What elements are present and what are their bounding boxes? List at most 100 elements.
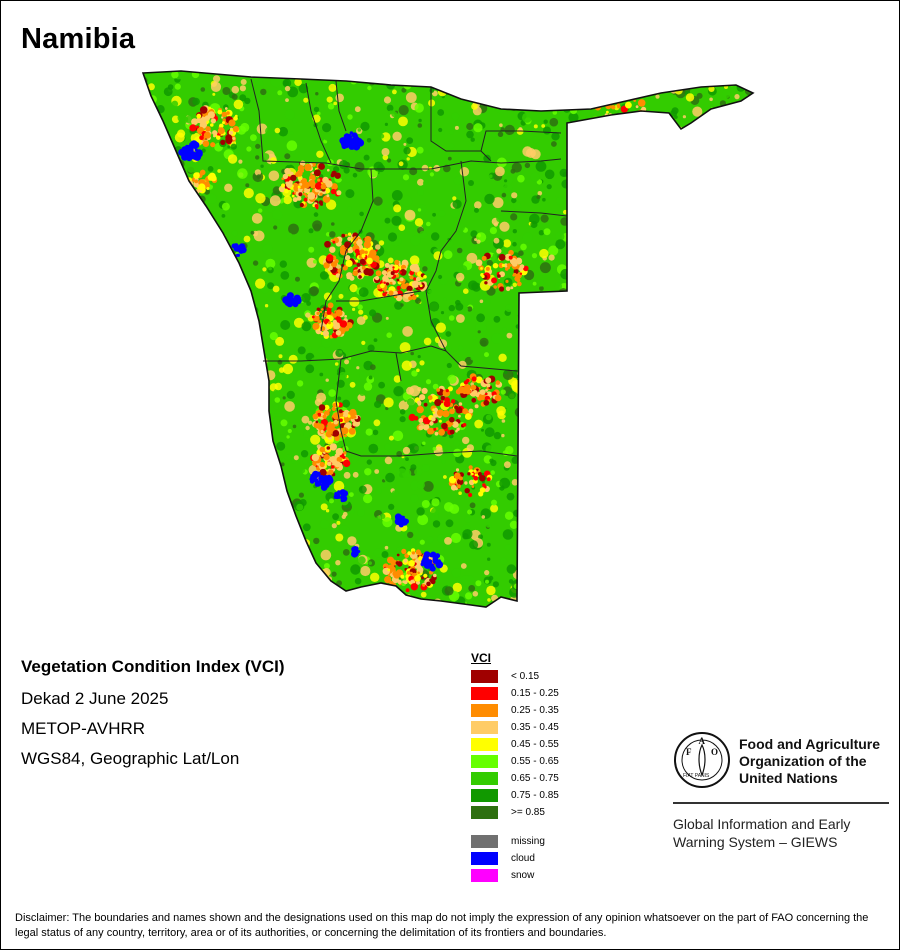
vci-pixel xyxy=(737,554,745,562)
vci-pixel xyxy=(638,177,649,188)
vci-pixel xyxy=(484,392,488,396)
vci-pixel xyxy=(641,134,648,142)
vci-pixel xyxy=(607,292,613,298)
vci-pixel xyxy=(635,448,640,454)
vci-pixel xyxy=(392,264,399,271)
vci-pixel xyxy=(523,130,534,140)
vci-pixel xyxy=(616,120,620,124)
vci-pixel xyxy=(225,281,235,290)
vci-pixel xyxy=(201,148,206,153)
vci-pixel xyxy=(163,529,169,535)
vci-pixel xyxy=(525,148,536,158)
vci-pixel xyxy=(285,98,289,102)
vci-pixel xyxy=(354,577,362,585)
vci-pixel xyxy=(347,232,352,236)
vci-pixel xyxy=(544,395,551,401)
vci-pixel xyxy=(559,307,571,318)
vci-pixel xyxy=(272,209,283,220)
vci-pixel xyxy=(426,536,434,544)
vci-pixel xyxy=(267,584,278,595)
vci-pixel xyxy=(295,276,300,282)
vci-pixel xyxy=(264,304,269,308)
vci-pixel xyxy=(205,254,211,261)
vci-pixel xyxy=(246,378,254,387)
vci-pixel xyxy=(185,536,190,541)
vci-pixel xyxy=(331,547,342,559)
vci-pixel xyxy=(696,244,703,251)
vci-pixel xyxy=(417,402,421,406)
vci-pixel xyxy=(143,379,146,384)
vci-pixel xyxy=(525,343,533,351)
vci-pixel xyxy=(156,557,164,566)
vci-pixel xyxy=(625,91,633,98)
vci-pixel xyxy=(641,522,650,530)
vci-pixel xyxy=(210,123,214,127)
vci-pixel xyxy=(169,266,179,276)
vci-pixel xyxy=(613,187,622,196)
vci-pixel xyxy=(407,551,412,556)
vci-pixel xyxy=(626,542,631,547)
vci-pixel xyxy=(438,419,442,423)
legend-label: snow xyxy=(511,870,535,881)
vci-pixel xyxy=(331,268,335,272)
vci-pixel xyxy=(168,456,175,463)
vci-pixel xyxy=(423,402,428,407)
fao-logo-motto: FIAT PANIS xyxy=(683,773,710,779)
vci-pixel xyxy=(233,99,244,110)
vci-pixel xyxy=(677,525,684,532)
vci-pixel xyxy=(291,582,301,592)
map-title: Namibia xyxy=(21,23,136,55)
vci-pixel xyxy=(390,559,397,566)
vci-pixel xyxy=(575,510,587,522)
vci-pixel xyxy=(583,543,593,553)
vci-pixel xyxy=(173,407,181,415)
vci-pixel xyxy=(431,416,436,422)
vci-pixel xyxy=(719,578,731,590)
vci-pixel xyxy=(511,197,517,204)
vci-pixel xyxy=(341,427,349,435)
vci-pixel xyxy=(406,285,413,292)
vci-pixel xyxy=(348,427,356,435)
vci-pixel xyxy=(492,581,499,588)
vci-pixel xyxy=(518,127,523,132)
vci-pixel xyxy=(201,333,207,339)
vci-pixel xyxy=(320,549,332,561)
vci-pixel xyxy=(313,169,321,177)
vci-pixel xyxy=(472,336,477,340)
vci-pixel xyxy=(411,599,418,606)
vci-pixel xyxy=(323,454,330,461)
vci-pixel xyxy=(329,231,336,238)
vci-pixel xyxy=(702,256,707,261)
vci-pixel xyxy=(723,381,732,390)
vci-pixel xyxy=(398,72,409,83)
vci-pixel xyxy=(526,510,531,515)
vci-pixel xyxy=(323,563,330,569)
vci-pixel xyxy=(371,262,375,266)
vci-pixel xyxy=(345,592,350,596)
vci-pixel xyxy=(635,303,639,307)
vci-pixel xyxy=(631,157,636,162)
vci-pixel xyxy=(625,223,631,229)
vci-pixel xyxy=(714,77,722,84)
vci-pixel xyxy=(684,431,689,436)
vci-pixel xyxy=(392,89,397,95)
vci-pixel xyxy=(683,566,689,572)
vci-pixel xyxy=(269,550,277,558)
vci-pixel xyxy=(156,219,163,226)
vci-pixel xyxy=(406,570,411,575)
vci-pixel xyxy=(729,110,738,120)
vci-pixel xyxy=(194,179,199,184)
vci-pixel xyxy=(516,281,522,287)
vci-pixel xyxy=(588,368,595,375)
vci-pixel xyxy=(183,571,190,578)
vci-pixel xyxy=(577,471,583,477)
vci-pixel xyxy=(676,286,684,294)
vci-pixel xyxy=(293,455,299,461)
vci-pixel xyxy=(321,308,324,311)
vci-pixel xyxy=(399,277,404,282)
legend-swatch xyxy=(471,755,498,768)
vci-pixel xyxy=(381,551,389,558)
vci-pixel xyxy=(189,408,196,415)
vci-pixel xyxy=(409,275,414,280)
vci-pixel xyxy=(246,603,251,607)
